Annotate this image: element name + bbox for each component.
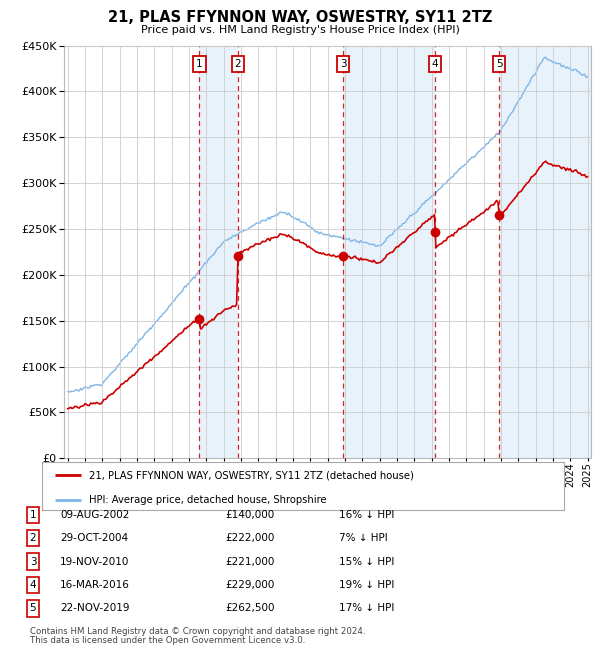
Text: 21, PLAS FFYNNON WAY, OSWESTRY, SY11 2TZ: 21, PLAS FFYNNON WAY, OSWESTRY, SY11 2TZ [108,10,492,25]
Text: 4: 4 [29,580,37,590]
Text: 19-NOV-2010: 19-NOV-2010 [60,556,130,567]
Bar [199,46,238,458]
Text: 2: 2 [235,59,241,69]
Text: 1: 1 [196,59,203,69]
Text: Contains HM Land Registry data © Crown copyright and database right 2024.: Contains HM Land Registry data © Crown c… [30,627,365,636]
Text: 1: 1 [29,510,37,520]
Text: 16-MAR-2016: 16-MAR-2016 [60,580,130,590]
Text: This data is licensed under the Open Government Licence v3.0.: This data is licensed under the Open Gov… [30,636,305,645]
Text: 17% ↓ HPI: 17% ↓ HPI [339,603,394,614]
Text: 7% ↓ HPI: 7% ↓ HPI [339,533,388,543]
Text: 16% ↓ HPI: 16% ↓ HPI [339,510,394,520]
Bar [343,46,435,458]
Text: 3: 3 [340,59,346,69]
Text: Price paid vs. HM Land Registry's House Price Index (HPI): Price paid vs. HM Land Registry's House … [140,25,460,34]
Text: 15% ↓ HPI: 15% ↓ HPI [339,556,394,567]
Text: £140,000: £140,000 [225,510,274,520]
Text: 5: 5 [496,59,502,69]
Text: £229,000: £229,000 [225,580,274,590]
Text: 4: 4 [432,59,439,69]
Text: 22-NOV-2019: 22-NOV-2019 [60,603,130,614]
Text: 5: 5 [29,603,37,614]
Text: 3: 3 [29,556,37,567]
Text: 19% ↓ HPI: 19% ↓ HPI [339,580,394,590]
Bar [499,46,593,458]
Text: HPI: Average price, detached house, Shropshire: HPI: Average price, detached house, Shro… [89,495,326,504]
Text: 29-OCT-2004: 29-OCT-2004 [60,533,128,543]
Text: 21, PLAS FFYNNON WAY, OSWESTRY, SY11 2TZ (detached house): 21, PLAS FFYNNON WAY, OSWESTRY, SY11 2TZ… [89,470,414,480]
Text: 2: 2 [29,533,37,543]
Text: £222,000: £222,000 [225,533,274,543]
Text: £262,500: £262,500 [225,603,275,614]
Text: 09-AUG-2002: 09-AUG-2002 [60,510,130,520]
Text: £221,000: £221,000 [225,556,274,567]
